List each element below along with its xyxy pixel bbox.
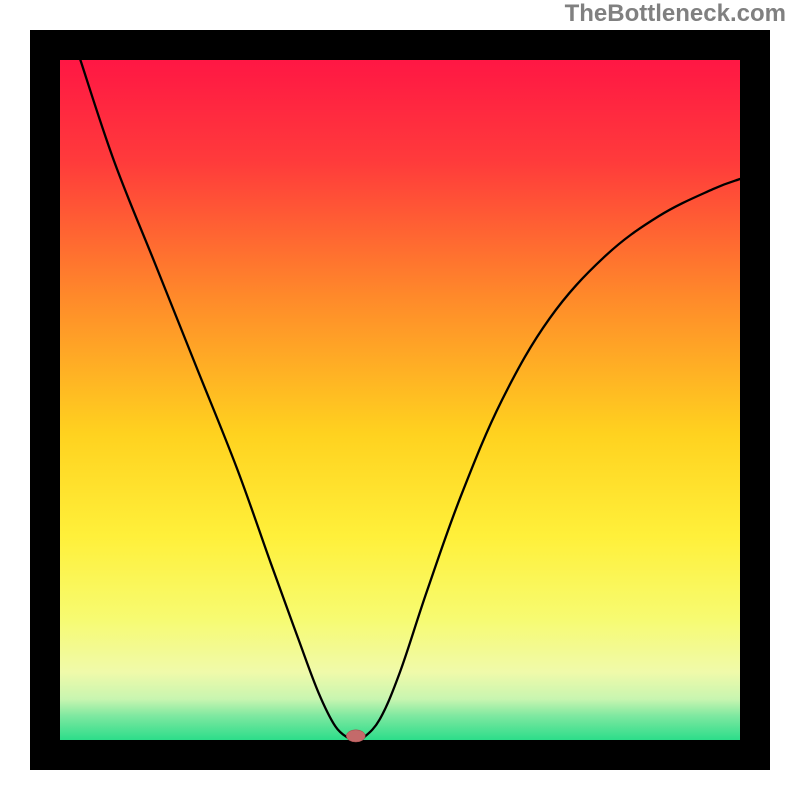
plot-background bbox=[60, 60, 740, 740]
chart-container: { "watermark": { "text": "TheBottleneck.… bbox=[0, 0, 800, 800]
optimal-point-marker bbox=[346, 730, 365, 742]
watermark-text: TheBottleneck.com bbox=[565, 0, 786, 28]
bottleneck-chart bbox=[0, 0, 800, 800]
